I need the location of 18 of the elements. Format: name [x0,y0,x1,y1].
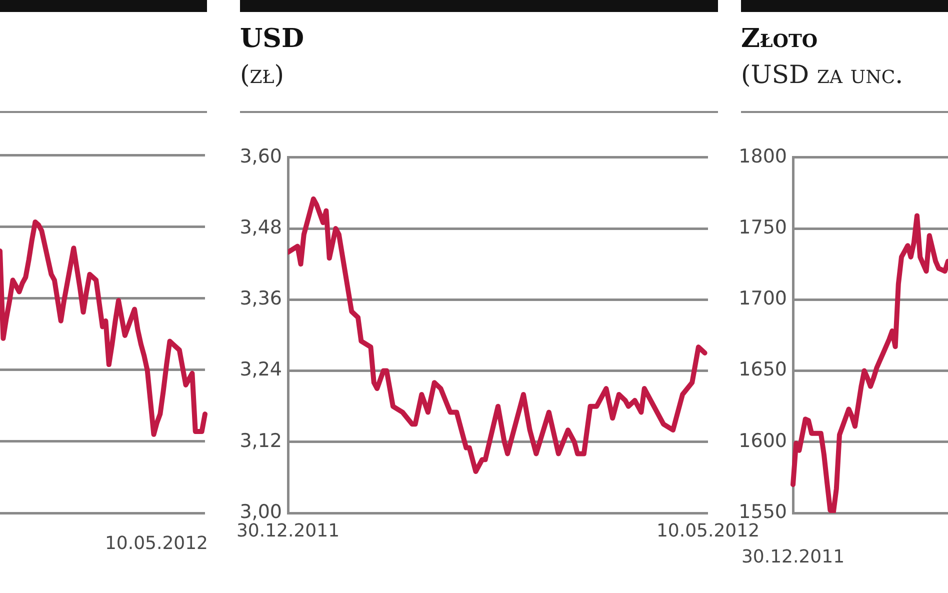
y-tick-label: 1800 [738,145,787,168]
y-tick-label: 3,24 [240,358,282,381]
y-tick-label: 1750 [738,216,787,238]
chart-subtitle: (zł) [240,60,284,89]
y-tick-label: 3,60 [240,145,282,168]
y-tick-label: 3,48 [240,216,282,238]
y-tick-label: 3,36 [240,288,282,310]
y-tick-label: 1700 [738,288,787,310]
y-tick-label: 1550 [738,500,787,523]
y-tick-label: 3,00 [240,500,282,523]
chart-title: USD [240,24,304,54]
y-tick-label: 3,12 [240,430,282,452]
y-tick-label: 1650 [738,358,787,381]
chart-subtitle: (USD za unc. [741,60,904,89]
x-tick-label: 30.12.2011 [236,520,340,542]
y-tick-label: 1600 [738,430,787,452]
chart-title: Złoto [741,24,818,54]
x-tick-label: 30.12.2011 [741,546,845,568]
